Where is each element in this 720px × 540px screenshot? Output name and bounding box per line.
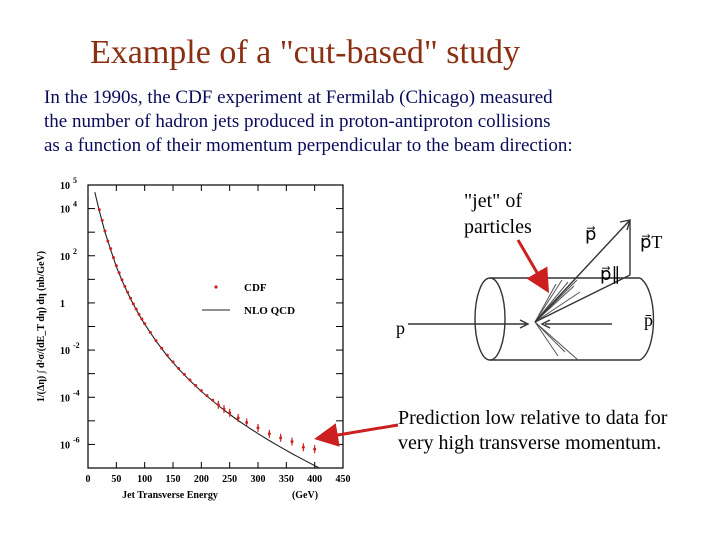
slide-title: Example of a "cut-based" study (90, 34, 520, 71)
jet-label-line: "jet" of (464, 190, 522, 212)
x-tick-label: 150 (166, 474, 181, 485)
cylinder-body (490, 277, 640, 361)
cdf-data-point (120, 278, 124, 282)
momentum-vector (534, 219, 631, 323)
cdf-data-point (117, 271, 121, 275)
cdf-data-point (279, 436, 283, 440)
legend-nlo-label: NLO QCD (244, 305, 295, 317)
cdf-data-point (301, 445, 305, 449)
cdf-data-point (97, 208, 101, 212)
jet-label-line: particles (464, 216, 532, 238)
cdf-data-point (194, 383, 198, 387)
cdf-data-point (109, 247, 113, 251)
parallel-momentum-label: p⃗∥ (600, 264, 620, 284)
momentum-label: p⃗ (585, 224, 596, 244)
y-tick-exponent: 4 (73, 200, 77, 209)
cdf-data-point (106, 239, 110, 243)
jet-callout-arrow (516, 239, 550, 294)
y-tick-label: 10 (60, 393, 70, 404)
y-tick-label: 10 (60, 440, 70, 451)
intro-line: In the 1990s, the CDF experiment at Ferm… (44, 87, 553, 108)
cdf-data-point (177, 366, 181, 370)
x-tick-label: 250 (222, 474, 237, 485)
cdf-data-point (313, 447, 317, 451)
y-tick-exponent: 5 (73, 176, 77, 185)
x-tick-label: 350 (279, 474, 294, 485)
cdf-data-point (188, 378, 192, 382)
y-tick-exponent: -6 (73, 435, 80, 444)
cylinder-left-end (474, 277, 506, 361)
y-tick-exponent: -4 (73, 388, 80, 397)
detector-sketch: p p̄ p⃗ p⃗T p⃗∥ (396, 219, 662, 361)
prediction-line: very high transverse momentum. (398, 432, 662, 454)
cdf-data-point (290, 440, 294, 444)
cdf-data-point (126, 290, 130, 294)
x-tick-label: 300 (251, 474, 266, 485)
cdf-data-point (123, 284, 127, 288)
cdf-data-point (114, 264, 118, 268)
cdf-data-point (100, 218, 104, 222)
y-tick-exponent: 2 (73, 247, 77, 256)
x-tick-label: 50 (111, 474, 121, 485)
cdf-data-point (148, 330, 152, 334)
cylinder-right-end (639, 277, 655, 361)
beam-arrow-head (519, 319, 530, 329)
cdf-data-point (131, 302, 135, 306)
cdf-data-point (112, 256, 115, 260)
x-tick-label: 100 (137, 474, 152, 485)
proton-label: p (396, 318, 405, 338)
cdf-data-point (103, 229, 107, 233)
x-tick-label: 450 (336, 474, 351, 485)
jet-spectrum-chart: 0 50 100 150 200 250 300 350 400 450105104102110-… (36, 176, 351, 501)
x-tick-label: 0 (86, 474, 91, 485)
cdf-data-point (205, 394, 209, 398)
cdf-data-point (171, 360, 175, 364)
y-tick-label: 1 (60, 299, 65, 310)
y-tick-label: 10 (60, 252, 70, 263)
jet-label: "jet" of particles (464, 188, 532, 240)
cdf-data-point (267, 432, 271, 436)
cdf-data-point (143, 322, 147, 326)
x-axis-unit: (GeV) (292, 490, 318, 501)
cdf-data-point (216, 403, 220, 407)
cdf-data-point (129, 296, 132, 300)
cdf-data-point (140, 317, 144, 321)
cdf-data-point (256, 426, 260, 430)
y-tick-exponent: -2 (73, 341, 80, 350)
x-tick-label: 400 (307, 474, 322, 485)
cdf-data-point (154, 339, 158, 343)
y-tick-label: 10 (60, 346, 70, 357)
cdf-data-point (134, 307, 138, 311)
legend-cdf-marker (214, 285, 218, 289)
legend-cdf-label: CDF (244, 282, 267, 294)
y-axis-label: 1/(Δη) ∫ d²σ/(dE_T dη) dη (nb/GeV) (36, 251, 47, 402)
prediction-callout-arrow (314, 423, 399, 447)
cdf-data-point (222, 407, 226, 411)
cdf-data-point (199, 389, 203, 393)
prediction-note: Prediction low relative to data for very… (398, 406, 667, 456)
x-tick-label: 200 (194, 474, 209, 485)
prediction-line: Prediction low relative to data for (398, 407, 668, 429)
antiproton-label: p̄ (644, 310, 653, 330)
cdf-data-point (228, 411, 232, 415)
parallel-component (534, 274, 631, 323)
cdf-data-point (211, 398, 215, 402)
beam-arrow-head (540, 319, 551, 329)
y-tick-label: 10 (60, 181, 70, 192)
intro-text: In the 1990s, the CDF experiment at Ferm… (44, 86, 704, 158)
cdf-data-point (245, 420, 249, 424)
cdf-data-point (236, 416, 240, 420)
intro-line: the number of hadron jets produced in pr… (44, 111, 551, 132)
transverse-momentum-label: p⃗T (640, 232, 662, 252)
y-tick-label: 10 (60, 205, 70, 216)
x-axis-label: Jet Transverse Energy (122, 490, 218, 501)
cdf-data-point (182, 372, 186, 376)
cdf-data-point (165, 353, 169, 357)
cdf-data-point (160, 346, 164, 350)
chart-layer: 0 50 100 150 200 250 300 350 400 450105104102110-… (36, 176, 351, 501)
intro-line: as a function of their momentum perpendi… (44, 135, 573, 156)
cdf-data-point (137, 312, 141, 316)
